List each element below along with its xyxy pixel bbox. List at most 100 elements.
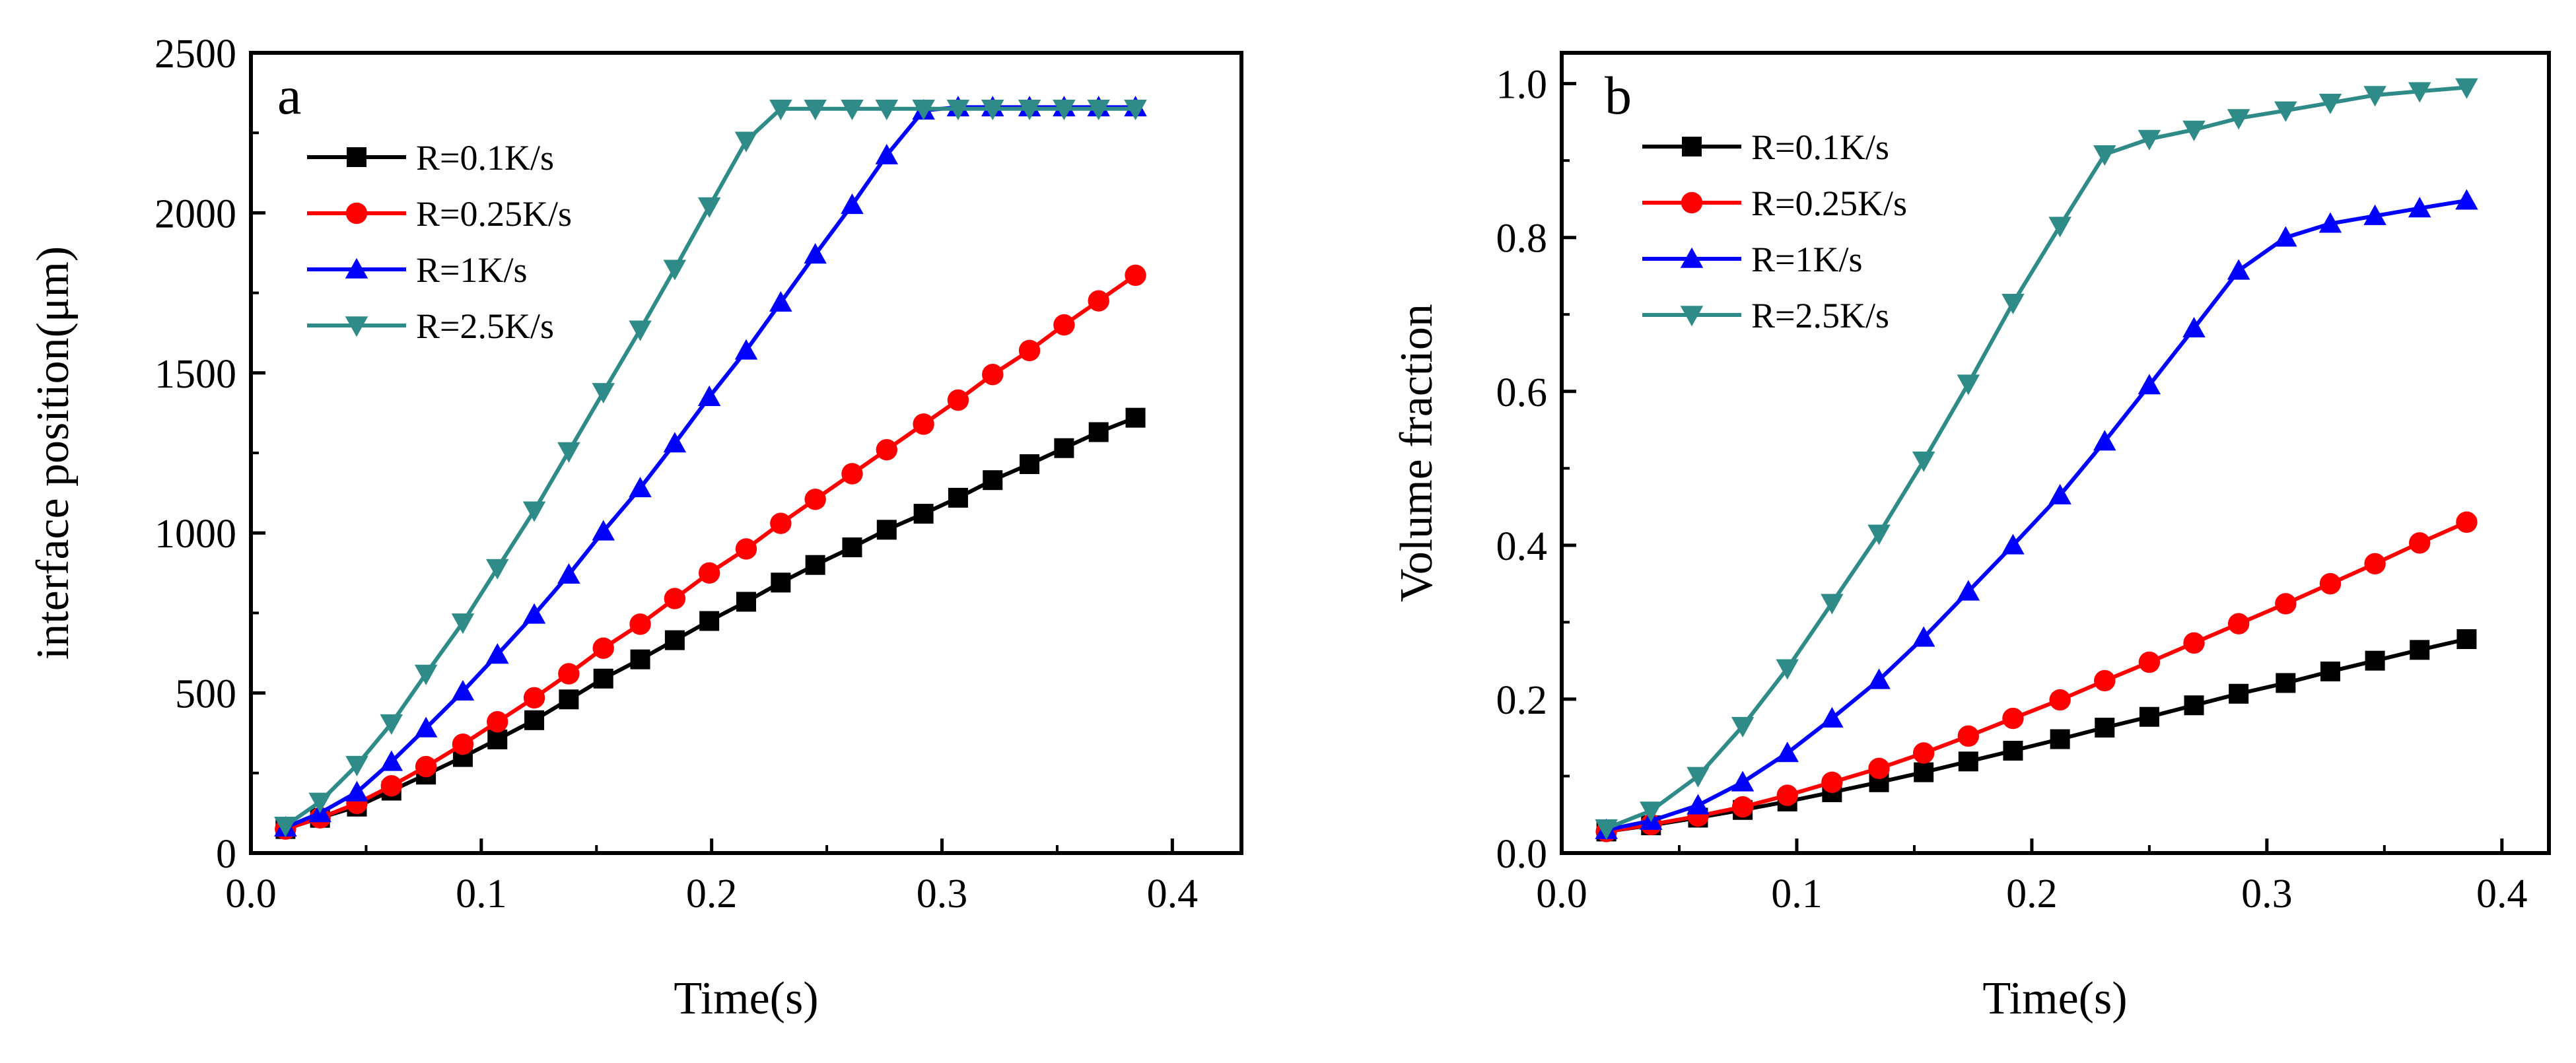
panel-a-data-point <box>913 413 934 435</box>
panel-a-data-point <box>486 643 509 664</box>
panel-a-series-3 <box>274 96 1147 837</box>
panel-b-data-point <box>2320 661 2340 681</box>
panel-b-data-point <box>1687 767 1710 788</box>
panel-b-y-axis-title: Volume fraction <box>1391 304 1442 602</box>
panel-a-data-point <box>487 729 508 749</box>
panel-a-y-tick-label: 500 <box>175 672 236 717</box>
panel-a-x-axis: 0.0 0.1 0.2 0.3 0.4 <box>225 839 1198 916</box>
panel-b-data-point <box>2456 629 2477 650</box>
panel-b-data-point <box>2365 650 2385 671</box>
panel-b-data-point <box>1957 725 1979 747</box>
panel-b-data-point <box>1731 716 1755 737</box>
panel-b-data-point <box>2363 204 2386 225</box>
panel-a-data-point <box>414 716 438 737</box>
panel-b-data-point <box>2274 226 2297 247</box>
panel-a-data-point <box>414 664 438 685</box>
panel-a-data-point <box>1018 339 1041 362</box>
panel-b-legend: R=0.1K/s R=0.25K/s R=1K/s R=2.5K/s <box>1642 127 1907 335</box>
panel-b-x-tick-label: 0.2 <box>2006 872 2058 916</box>
panel-a-series-1 <box>275 407 1146 839</box>
panel-b-data-point <box>2048 483 2071 504</box>
panel-a-data-point <box>415 755 437 778</box>
panel-b-data-point <box>2229 683 2249 704</box>
panel-b-series-3 <box>1595 189 2478 839</box>
panel-b-data-point <box>2409 532 2431 554</box>
panel-a-data-point <box>629 320 652 341</box>
panel-a-data-point <box>486 559 509 580</box>
panel-b-data-point <box>2182 316 2206 338</box>
panel-a-data-point <box>345 780 368 802</box>
panel-a-data-point <box>982 364 1004 386</box>
panel-b-data-point <box>1912 742 1935 764</box>
panel-a-data-point <box>1088 290 1109 312</box>
panel-a-data-point <box>1053 314 1075 336</box>
panel-a-data-point <box>913 504 934 524</box>
panel-b-data-point <box>1731 771 1755 792</box>
panel-b-letter: b <box>1605 65 1632 125</box>
panel-b-data-point <box>2408 82 2431 103</box>
panel-b-legend-item: R=1K/s <box>1642 240 1863 279</box>
panel-a-data-point <box>557 563 580 584</box>
panel-a-legend-item: R=1K/s <box>307 250 528 290</box>
panel-a-x-tick-label: 0.2 <box>686 872 738 916</box>
panel-b-data-point <box>2275 593 2297 615</box>
panel-b-y-tick-label: 0.8 <box>1496 217 1548 261</box>
panel-b-data-point <box>1912 451 1935 472</box>
panel-a-data-point <box>451 679 475 701</box>
panel-b-legend-label: R=0.1K/s <box>1751 127 1889 167</box>
panel-a-legend-label: R=2.5K/s <box>416 306 554 346</box>
panel-a-data-point <box>380 750 403 771</box>
panel-a-data-point <box>524 710 545 730</box>
panel-a-data-point <box>380 774 402 797</box>
panel-a-data-point <box>699 611 720 631</box>
panel-a-data-point <box>451 613 475 634</box>
panel-a-y-axis: 0 500 1000 1500 2000 2500 <box>155 32 265 877</box>
panel-b-x-tick-label: 0.0 <box>1536 872 1587 916</box>
panel-b-data-point <box>2227 613 2250 634</box>
panel-b-series-line <box>1605 85 2467 831</box>
panel-a-legend-marker <box>345 257 368 279</box>
panel-a-data-point <box>841 463 863 485</box>
panel-a-data-point <box>629 613 651 635</box>
panel-a-legend-label: R=0.25K/s <box>416 194 572 234</box>
panel-b-data-point <box>1595 819 1618 840</box>
panel-b-data-point <box>2455 78 2478 99</box>
panel-a-legend-marker <box>345 202 368 224</box>
panel-b-data-point <box>1958 751 1978 772</box>
panel-b-data-point <box>2318 93 2342 114</box>
panel-a-data-point <box>770 512 792 534</box>
panel-b-data-point <box>1821 706 1844 728</box>
panel-b-data-point <box>2363 86 2386 107</box>
panel-a-data-point <box>912 100 935 121</box>
panel-b-data-point <box>2184 695 2204 716</box>
panel-a-data-point <box>946 100 970 121</box>
panel-a-legend-item: R=2.5K/s <box>307 306 554 346</box>
panel-b-legend-label: R=1K/s <box>1751 240 1863 279</box>
panel-a-data-point <box>1087 100 1110 121</box>
panel-a-data-point <box>736 592 756 612</box>
panel-a-data-point <box>663 432 687 453</box>
panel-b-data-point <box>1912 626 1935 647</box>
panel-a-data-point <box>1088 422 1109 442</box>
panel-a-data-point <box>274 816 297 838</box>
panel-a-y-tick-label: 2000 <box>155 191 236 236</box>
panel-a-data-point <box>1125 264 1146 287</box>
panel-a-data-point <box>592 637 614 659</box>
panel-a-y-tick-label: 0 <box>216 832 236 877</box>
panel-b-y-tick-label: 0.0 <box>1496 832 1548 877</box>
panel-a-data-point <box>557 442 580 463</box>
panel-a-data-point <box>841 100 864 121</box>
panel-a-data-point <box>875 143 899 164</box>
panel-a-data-point <box>663 259 687 281</box>
panel-b-legend-label: R=2.5K/s <box>1751 296 1889 335</box>
panel-b-legend-marker <box>1681 191 1703 214</box>
panel-a-data-point <box>1125 407 1146 428</box>
panel-b-x-tick-label: 0.1 <box>1771 872 1823 916</box>
panel-a-data-point <box>769 100 792 121</box>
panel-b-y-tick-label: 1.0 <box>1496 63 1548 108</box>
panel-b-data-point <box>1731 796 1754 818</box>
panel-a-legend-marker <box>345 316 368 337</box>
panel-b-data-point <box>2276 673 2296 693</box>
panel-b-data-point <box>2319 572 2342 595</box>
